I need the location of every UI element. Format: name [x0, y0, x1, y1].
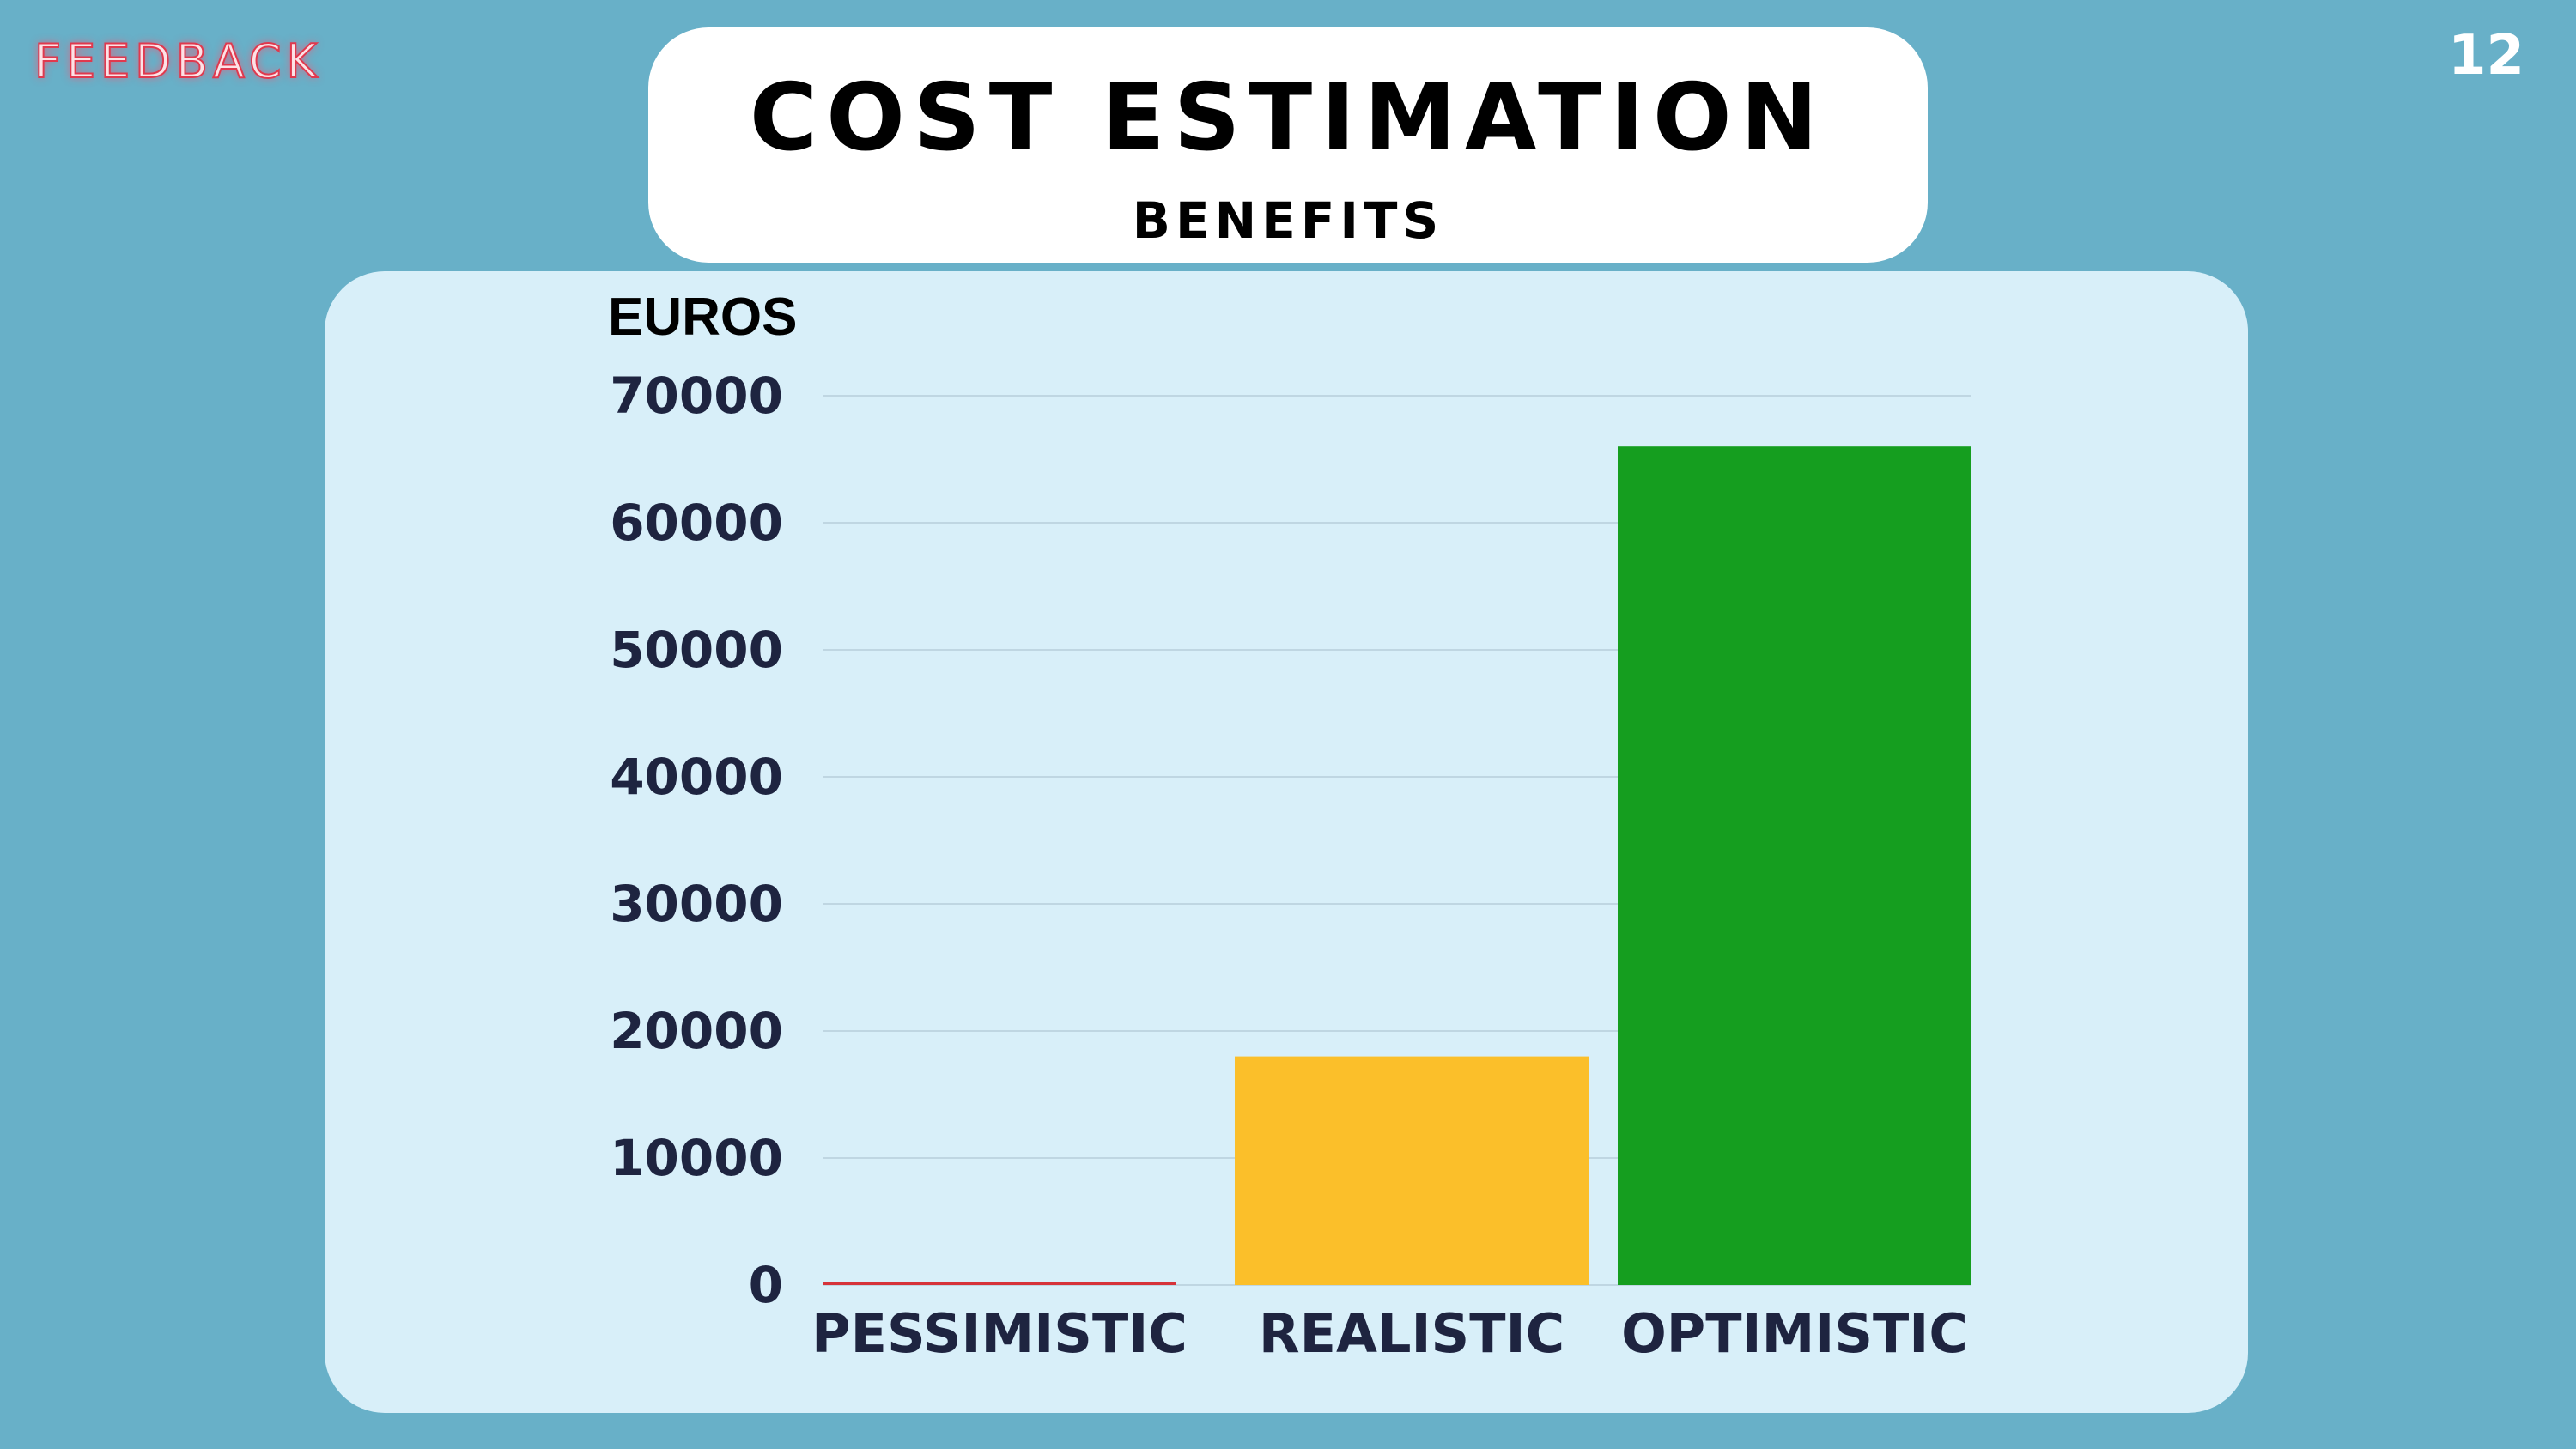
- title-card: COST ESTIMATION BENEFITS: [648, 27, 1928, 263]
- y-tick-label: 10000: [610, 1129, 783, 1187]
- bar-pessimistic: [823, 1282, 1176, 1285]
- bars: [823, 446, 1971, 1285]
- x-category-labels: PESSIMISTIC REALISTIC OPTIMISTIC: [811, 1302, 1968, 1365]
- page-title: COST ESTIMATION: [749, 64, 1827, 172]
- bar-realistic: [1235, 1056, 1589, 1285]
- page-subtitle: BENEFITS: [1132, 191, 1444, 250]
- y-tick-label: 70000: [610, 367, 783, 425]
- x-category-label: OPTIMISTIC: [1621, 1302, 1968, 1365]
- y-tick-label: 30000: [610, 875, 783, 933]
- y-axis-label: EUROS: [608, 288, 797, 347]
- y-tick-label: 50000: [610, 621, 783, 679]
- y-tick-labels: 0 10000 20000 30000 40000 50000 60000 70000: [610, 367, 783, 1314]
- x-category-label: REALISTIC: [1259, 1302, 1564, 1365]
- x-category-label: PESSIMISTIC: [811, 1302, 1188, 1365]
- y-tick-label: 0: [749, 1256, 783, 1314]
- y-tick-label: 60000: [610, 494, 783, 552]
- bar-optimistic: [1618, 446, 1971, 1285]
- brand-logo: FEEDBACK: [33, 33, 323, 89]
- page-number: 12: [2447, 24, 2524, 88]
- y-tick-label: 20000: [610, 1002, 783, 1060]
- y-tick-label: 40000: [610, 748, 783, 806]
